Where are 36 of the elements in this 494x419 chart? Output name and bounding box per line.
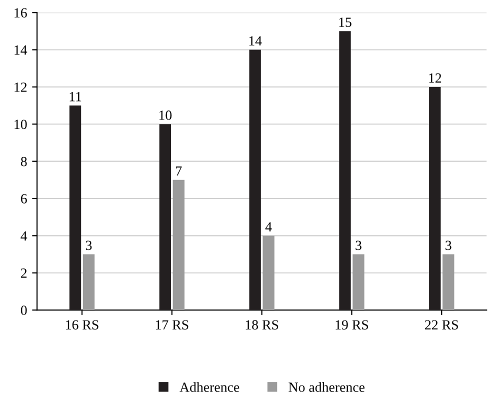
- y-tick-label: 16: [14, 8, 27, 18]
- data-label: 3: [356, 240, 362, 250]
- bar: [442, 254, 454, 310]
- y-tick-label: 10: [14, 120, 27, 130]
- data-label: 15: [339, 18, 352, 27]
- y-tick-label: 2: [20, 268, 27, 278]
- bar: [339, 31, 351, 310]
- bar: [429, 86, 441, 310]
- x-tick-label: 16 RS: [66, 320, 98, 330]
- x-tick-label: 19 RS: [336, 320, 368, 330]
- y-tick-label: 12: [14, 82, 27, 92]
- data-label: 10: [159, 110, 172, 120]
- bar: [352, 254, 364, 310]
- bar: [249, 50, 261, 310]
- y-tick-label: 4: [20, 231, 28, 241]
- x-tick-label: 18 RS: [246, 320, 278, 330]
- legend-label: No adherence: [288, 382, 364, 392]
- data-label: 11: [70, 92, 82, 102]
- y-tick-label: 0: [20, 306, 27, 316]
- bar: [172, 180, 184, 310]
- bar: [69, 106, 82, 310]
- bar: [262, 236, 274, 310]
- x-tick-label: 17 RS: [156, 320, 188, 330]
- data-label: 12: [429, 73, 442, 83]
- data-label: 7: [176, 166, 182, 176]
- y-tick-label: 14: [14, 45, 28, 55]
- data-label: 14: [249, 36, 262, 46]
- bar: [82, 254, 95, 310]
- data-label: 3: [86, 240, 92, 250]
- x-tick-label: 22 RS: [425, 320, 458, 330]
- data-label: 3: [446, 240, 452, 250]
- y-tick-label: 6: [20, 194, 27, 204]
- legend-label: Adherence: [180, 382, 240, 392]
- data-label: 4: [265, 222, 272, 232]
- y-tick-label: 8: [20, 156, 27, 166]
- bar: [159, 124, 172, 310]
